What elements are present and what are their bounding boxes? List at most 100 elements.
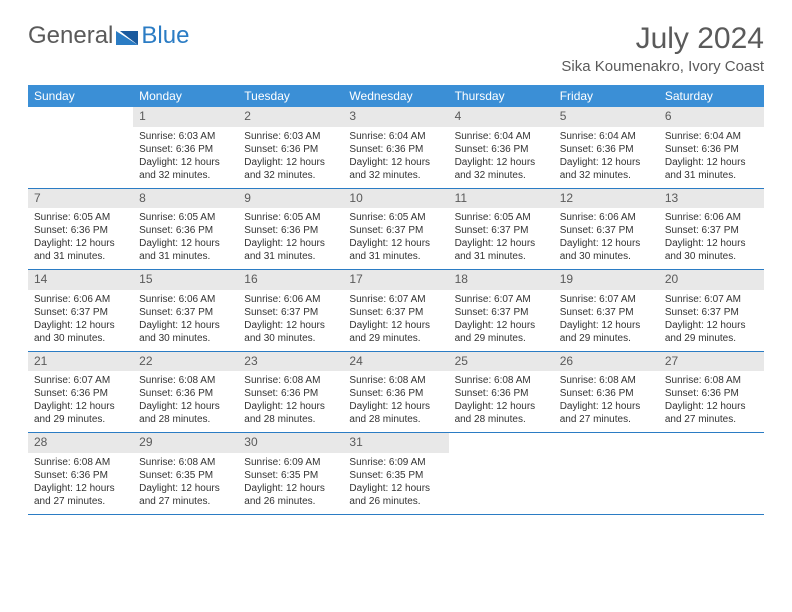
- calendar-cell: 20Sunrise: 6:07 AMSunset: 6:37 PMDayligh…: [659, 270, 764, 351]
- daylight-text: Daylight: 12 hours and 31 minutes.: [349, 237, 442, 263]
- calendar-cell: 17Sunrise: 6:07 AMSunset: 6:37 PMDayligh…: [343, 270, 448, 351]
- sunset-text: Sunset: 6:36 PM: [349, 143, 442, 156]
- day-number: 26: [554, 352, 659, 372]
- sunrise-text: Sunrise: 6:07 AM: [560, 293, 653, 306]
- sunrise-text: Sunrise: 6:04 AM: [560, 130, 653, 143]
- sunset-text: Sunset: 6:36 PM: [455, 143, 548, 156]
- week-row: 21Sunrise: 6:07 AMSunset: 6:36 PMDayligh…: [28, 352, 764, 434]
- calendar-cell: .: [449, 433, 554, 514]
- sunrise-text: Sunrise: 6:08 AM: [455, 374, 548, 387]
- cell-body: Sunrise: 6:06 AMSunset: 6:37 PMDaylight:…: [133, 290, 238, 351]
- calendar-cell: 8Sunrise: 6:05 AMSunset: 6:36 PMDaylight…: [133, 189, 238, 270]
- logo: General Blue: [28, 22, 189, 50]
- day-number: 11: [449, 189, 554, 209]
- sunset-text: Sunset: 6:36 PM: [665, 387, 758, 400]
- cell-body: Sunrise: 6:07 AMSunset: 6:37 PMDaylight:…: [343, 290, 448, 351]
- sunset-text: Sunset: 6:36 PM: [34, 224, 127, 237]
- day-number: 1: [133, 107, 238, 127]
- day-number: 3: [343, 107, 448, 127]
- cell-body: Sunrise: 6:08 AMSunset: 6:36 PMDaylight:…: [238, 371, 343, 432]
- calendar-cell: 25Sunrise: 6:08 AMSunset: 6:36 PMDayligh…: [449, 352, 554, 433]
- sunrise-text: Sunrise: 6:08 AM: [34, 456, 127, 469]
- cell-body: Sunrise: 6:08 AMSunset: 6:36 PMDaylight:…: [554, 371, 659, 432]
- calendar-cell: 3Sunrise: 6:04 AMSunset: 6:36 PMDaylight…: [343, 107, 448, 188]
- sunset-text: Sunset: 6:36 PM: [560, 143, 653, 156]
- calendar-cell: 13 Sunrise: 6:06 AMSunset: 6:37 PMDayligh…: [659, 189, 764, 270]
- daylight-text: Daylight: 12 hours and 29 minutes.: [455, 319, 548, 345]
- calendar-cell: 27Sunrise: 6:08 AMSunset: 6:36 PMDayligh…: [659, 352, 764, 433]
- daylight-text: Daylight: 12 hours and 32 minutes.: [455, 156, 548, 182]
- sunset-text: Sunset: 6:37 PM: [34, 306, 127, 319]
- cell-body: Sunrise: 6:04 AMSunset: 6:36 PMDaylight:…: [659, 127, 764, 188]
- logo-triangle-icon: [116, 27, 138, 45]
- sunset-text: Sunset: 6:36 PM: [139, 387, 232, 400]
- sunrise-text: Sunrise: 6:07 AM: [349, 293, 442, 306]
- day-header-cell: Tuesday: [238, 85, 343, 107]
- cell-body: [659, 453, 764, 503]
- daylight-text: Daylight: 12 hours and 27 minutes.: [665, 400, 758, 426]
- daylight-text: Daylight: 12 hours and 30 minutes.: [34, 319, 127, 345]
- sunset-text: Sunset: 6:35 PM: [349, 469, 442, 482]
- sunset-text: Sunset: 6:36 PM: [560, 387, 653, 400]
- cell-body: Sunrise: 6:05 AMSunset: 6:37 PMDaylight:…: [343, 208, 448, 269]
- sunrise-text: Sunrise: 6:03 AM: [139, 130, 232, 143]
- day-number: 4: [449, 107, 554, 127]
- day-header-row: SundayMondayTuesdayWednesdayThursdayFrid…: [28, 85, 764, 107]
- cell-body: Sunrise: 6:05 AMSunset: 6:36 PMDaylight:…: [133, 208, 238, 269]
- cell-body: Sunrise: 6:09 AMSunset: 6:35 PMDaylight:…: [238, 453, 343, 514]
- sunrise-text: Sunrise: 6:05 AM: [34, 211, 127, 224]
- day-number: 5: [554, 107, 659, 127]
- sunrise-text: Sunrise: 6:05 AM: [349, 211, 442, 224]
- cell-body: Sunrise: 6:08 AMSunset: 6:35 PMDaylight:…: [133, 453, 238, 514]
- daylight-text: Daylight: 12 hours and 27 minutes.: [34, 482, 127, 508]
- sunset-text: Sunset: 6:36 PM: [139, 224, 232, 237]
- day-number: 8: [133, 189, 238, 209]
- sunset-text: Sunset: 6:36 PM: [244, 224, 337, 237]
- cell-body: Sunrise: 6:06 AMSunset: 6:37 PMDaylight:…: [28, 290, 133, 351]
- sunrise-text: Sunrise: 6:07 AM: [455, 293, 548, 306]
- sunrise-text: Sunrise: 6:05 AM: [139, 211, 232, 224]
- calendar-cell: 22Sunrise: 6:08 AMSunset: 6:36 PMDayligh…: [133, 352, 238, 433]
- day-number: 17: [343, 270, 448, 290]
- day-number: 16: [238, 270, 343, 290]
- calendar-cell: 9Sunrise: 6:05 AMSunset: 6:36 PMDaylight…: [238, 189, 343, 270]
- day-number: 12: [554, 189, 659, 209]
- sunrise-text: Sunrise: 6:06 AM: [665, 211, 758, 224]
- sunset-text: Sunset: 6:36 PM: [34, 469, 127, 482]
- daylight-text: Daylight: 12 hours and 26 minutes.: [244, 482, 337, 508]
- location-text: Sika Koumenakro, Ivory Coast: [561, 58, 764, 75]
- calendar-cell: 11Sunrise: 6:05 AMSunset: 6:37 PMDayligh…: [449, 189, 554, 270]
- daylight-text: Daylight: 12 hours and 29 minutes.: [34, 400, 127, 426]
- cell-body: Sunrise: 6:09 AMSunset: 6:35 PMDaylight:…: [343, 453, 448, 514]
- day-number: 7: [28, 189, 133, 209]
- week-row: 28Sunrise: 6:08 AMSunset: 6:36 PMDayligh…: [28, 433, 764, 515]
- day-number: 13: [659, 189, 764, 209]
- header: General Blue July 2024 Sika Koumenakro, …: [28, 22, 764, 75]
- day-number: 20: [659, 270, 764, 290]
- calendar-cell: 31Sunrise: 6:09 AMSunset: 6:35 PMDayligh…: [343, 433, 448, 514]
- day-header-cell: Saturday: [659, 85, 764, 107]
- daylight-text: Daylight: 12 hours and 31 minutes.: [34, 237, 127, 263]
- day-number: 25: [449, 352, 554, 372]
- sunrise-text: Sunrise: 6:06 AM: [34, 293, 127, 306]
- cell-body: Sunrise: 6:04 AMSunset: 6:36 PMDaylight:…: [449, 127, 554, 188]
- calendar: SundayMondayTuesdayWednesdayThursdayFrid…: [28, 85, 764, 515]
- sunset-text: Sunset: 6:37 PM: [349, 306, 442, 319]
- sunset-text: Sunset: 6:37 PM: [665, 224, 758, 237]
- day-number: 29: [133, 433, 238, 453]
- logo-text-blue: Blue: [141, 22, 189, 50]
- day-number: 31: [343, 433, 448, 453]
- daylight-text: Daylight: 12 hours and 30 minutes.: [665, 237, 758, 263]
- sunset-text: Sunset: 6:37 PM: [665, 306, 758, 319]
- sunset-text: Sunset: 6:37 PM: [349, 224, 442, 237]
- cell-body: Sunrise: 6:07 AMSunset: 6:36 PMDaylight:…: [28, 371, 133, 432]
- cell-body: Sunrise: 6:07 AMSunset: 6:37 PMDaylight:…: [554, 290, 659, 351]
- daylight-text: Daylight: 12 hours and 31 minutes.: [244, 237, 337, 263]
- cell-body: Sunrise: 6:06 AMSunset: 6:37 PMDaylight:…: [238, 290, 343, 351]
- sunset-text: Sunset: 6:37 PM: [244, 306, 337, 319]
- calendar-cell: 15Sunrise: 6:06 AMSunset: 6:37 PMDayligh…: [133, 270, 238, 351]
- sunset-text: Sunset: 6:36 PM: [349, 387, 442, 400]
- calendar-cell: 7 Sunrise: 6:05 AMSunset: 6:36 PMDaylight…: [28, 189, 133, 270]
- calendar-cell: 14Sunrise: 6:06 AMSunset: 6:37 PMDayligh…: [28, 270, 133, 351]
- sunrise-text: Sunrise: 6:03 AM: [244, 130, 337, 143]
